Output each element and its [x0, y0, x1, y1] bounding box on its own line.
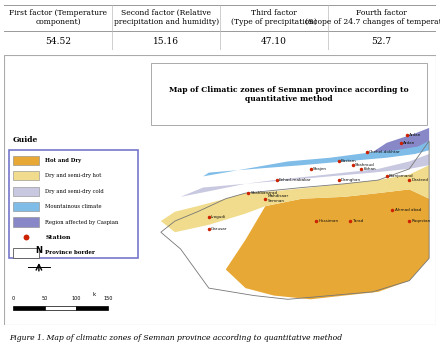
Polygon shape [203, 141, 429, 176]
Bar [44, 306, 76, 310]
Text: 50: 50 [41, 296, 48, 301]
Bar [151, 63, 427, 125]
Text: Dry and semi-dry cold: Dry and semi-dry cold [45, 189, 104, 194]
Text: Eehad-mabakar: Eehad-mabakar [279, 178, 312, 182]
Bar [13, 306, 44, 310]
Text: Garusar: Garusar [211, 226, 227, 231]
Text: Hot and Dry: Hot and Dry [45, 158, 81, 163]
Text: N: N [35, 246, 42, 255]
Polygon shape [161, 165, 429, 232]
Bar [13, 171, 39, 180]
Text: 100: 100 [72, 296, 81, 301]
Text: 150: 150 [103, 296, 113, 301]
Text: Figure 1. Map of climatic zones of Semnan province according to quantitative met: Figure 1. Map of climatic zones of Semna… [9, 334, 342, 342]
Bar [76, 306, 108, 310]
Text: Fourth factor
(Scope of 24.7 changes of temperature): Fourth factor (Scope of 24.7 changes of … [305, 9, 440, 26]
Text: Damghan: Damghan [341, 178, 361, 182]
Text: Region affected by Caspian: Region affected by Caspian [45, 219, 119, 224]
Polygon shape [180, 154, 429, 197]
Text: Shajen: Shajen [313, 167, 326, 171]
Text: Second factor (Relative
precipitation and humidity): Second factor (Relative precipitation an… [114, 9, 219, 26]
Text: First factor (Temperature
component): First factor (Temperature component) [9, 9, 107, 26]
Polygon shape [373, 128, 429, 152]
Bar [13, 156, 39, 165]
Text: Guide: Guide [13, 136, 38, 144]
Text: Ahmad abad: Ahmad abad [395, 208, 421, 212]
Text: Raqestan: Raqestan [411, 219, 431, 223]
Text: Map of Climatic zones of Semnan province according to
quantitative method: Map of Climatic zones of Semnan province… [169, 85, 409, 103]
Text: Hossiman: Hossiman [318, 219, 338, 223]
Text: 47.10: 47.10 [261, 37, 287, 47]
Text: Province border: Province border [45, 250, 95, 256]
Text: Mahdisaar
Semnan: Mahdisaar Semnan [268, 194, 289, 203]
Text: Shahroud: Shahroud [355, 163, 375, 167]
Polygon shape [226, 189, 429, 299]
Text: Kohan: Kohan [363, 167, 376, 171]
Text: 52.7: 52.7 [372, 37, 392, 47]
Text: Ivogudi: Ivogudi [211, 215, 226, 219]
Bar [13, 217, 39, 227]
Bar [9, 149, 138, 258]
Text: k: k [92, 292, 95, 297]
Text: Bianjomand: Bianjomand [389, 174, 414, 179]
Bar [13, 187, 39, 196]
Text: Dry and semi-dry hot: Dry and semi-dry hot [45, 173, 102, 178]
Bar [13, 248, 39, 258]
Text: Mountainous climate: Mountainous climate [45, 204, 102, 209]
Bar [13, 202, 39, 211]
Text: Ardan: Ardan [403, 141, 415, 145]
Text: Station: Station [45, 235, 71, 240]
Text: Shahbanzrad: Shahbanzrad [250, 191, 278, 195]
Text: Third factor
(Type of precipitation): Third factor (Type of precipitation) [231, 9, 317, 26]
Text: 15.16: 15.16 [153, 37, 179, 47]
Text: Tarad: Tarad [352, 219, 363, 223]
Text: Ardan: Ardan [409, 133, 421, 137]
Text: Chehel-dokhtar: Chehel-dokhtar [369, 150, 401, 154]
Text: Dasteed: Dasteed [411, 178, 429, 182]
Text: 0: 0 [11, 296, 15, 301]
Text: 54.52: 54.52 [45, 37, 71, 47]
Text: Bastam: Bastam [341, 160, 357, 163]
